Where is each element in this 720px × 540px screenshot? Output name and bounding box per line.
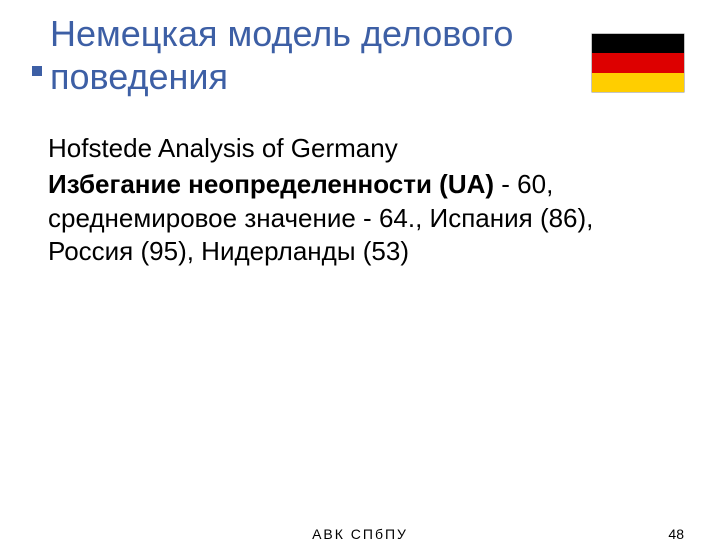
page-number: 48 bbox=[668, 526, 684, 540]
slide-title: Немецкая модель делового поведения bbox=[50, 12, 650, 98]
body-heading: Hofstede Analysis of Germany bbox=[48, 132, 678, 166]
flag-stripe bbox=[592, 73, 684, 92]
bold-term: Избегание неопределенности (UA) bbox=[48, 169, 494, 199]
flag-stripe bbox=[592, 53, 684, 72]
germany-flag-icon bbox=[592, 34, 684, 92]
body-text: Hofstede Analysis of Germany Избегание н… bbox=[48, 132, 678, 269]
flag-stripe bbox=[592, 34, 684, 53]
title-bullet bbox=[32, 66, 42, 76]
body-paragraph: Избегание неопределенности (UA) - 60, ср… bbox=[48, 168, 678, 269]
footer-center-text: АВК СПбПУ bbox=[312, 526, 408, 540]
slide: Немецкая модель делового поведения Hofst… bbox=[0, 0, 720, 540]
